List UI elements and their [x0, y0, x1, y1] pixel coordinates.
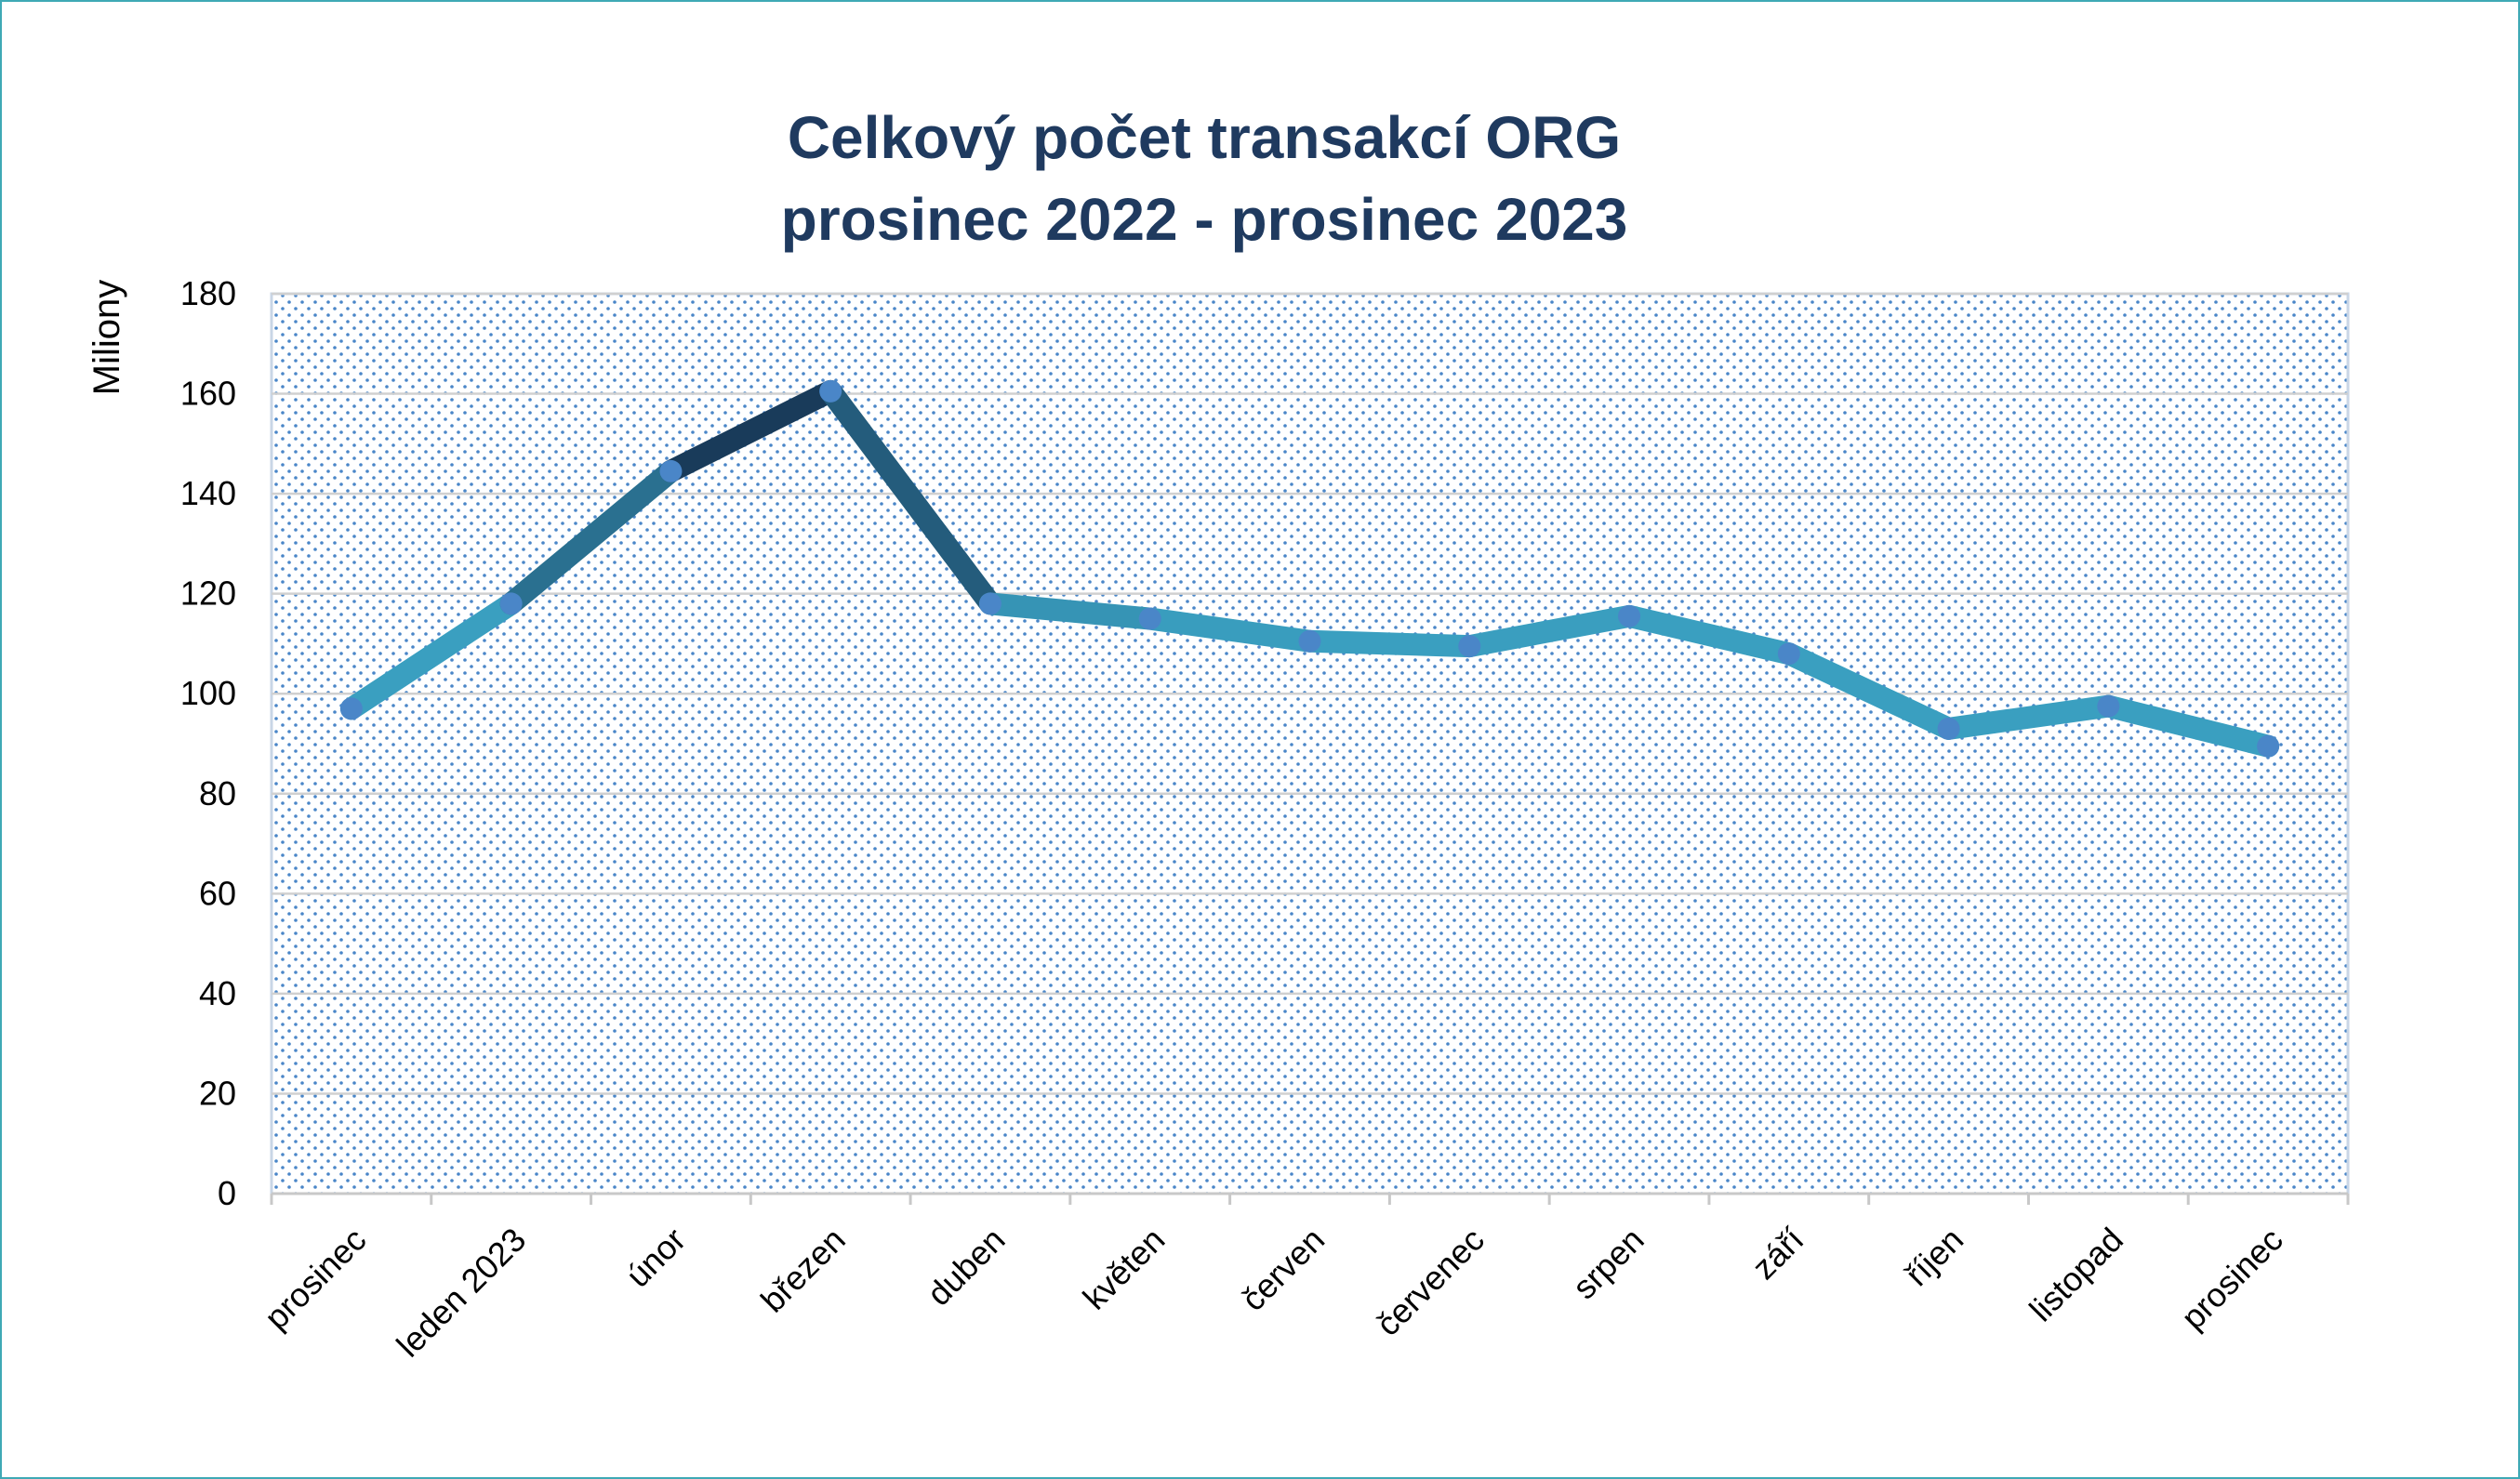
- series-line-segment: [1458, 604, 1641, 658]
- data-point-marker: [819, 379, 842, 403]
- y-tick-label: 20: [199, 1074, 236, 1112]
- x-tick-label: květen: [1075, 1221, 1172, 1317]
- data-point-marker: [1618, 604, 1641, 627]
- data-point-marker: [1298, 629, 1321, 653]
- x-tick-label: březen: [753, 1221, 853, 1320]
- series-line-segment: [1298, 629, 1481, 658]
- chart-title-line1: Celkový počet transakcí ORG: [788, 104, 1621, 171]
- x-tick-label: listopad: [2022, 1221, 2130, 1329]
- y-tick-label: 40: [199, 974, 236, 1012]
- data-point-marker: [1138, 607, 1161, 630]
- y-axis-ticks: 0 20 40 60 80 100 120 140 160 180: [180, 274, 236, 1212]
- x-tick-label: říjen: [1898, 1221, 1971, 1294]
- gridlines: [272, 292, 2348, 1195]
- data-point-marker: [2097, 694, 2120, 718]
- series-line-segment: [499, 459, 683, 615]
- data-point-marker: [1458, 635, 1481, 658]
- y-tick-label: 0: [218, 1174, 236, 1212]
- data-point-marker: [1937, 717, 1960, 740]
- series-line-segment: [1777, 642, 1960, 740]
- series-layer: [339, 379, 2280, 758]
- y-tick-label: 160: [180, 375, 236, 413]
- y-tick-label: 140: [180, 474, 236, 512]
- series-line-segment: [2097, 694, 2280, 758]
- x-tick-label: červenec: [1369, 1221, 1492, 1343]
- series-line-segment: [819, 379, 1001, 615]
- x-tick-label: srpen: [1565, 1221, 1651, 1307]
- series-line-segment: [1138, 607, 1321, 653]
- x-tick-label: leden 2023: [389, 1221, 533, 1365]
- x-tick-label: červen: [1234, 1221, 1332, 1318]
- data-point-marker: [1777, 642, 1800, 666]
- y-tick-label: 60: [199, 874, 236, 912]
- x-tick-label: duben: [920, 1221, 1013, 1314]
- data-point-marker: [339, 697, 363, 720]
- plot-dot-pattern: [270, 292, 2350, 1195]
- y-tick-label: 180: [180, 274, 236, 312]
- data-point-marker: [659, 459, 683, 482]
- data-point-marker: [978, 592, 1001, 615]
- series-line-segment: [659, 379, 842, 482]
- x-tick-label: prosinec: [2174, 1221, 2290, 1337]
- y-tick-label: 100: [180, 674, 236, 712]
- series-line-segment: [1618, 604, 1800, 666]
- data-point-marker: [499, 592, 523, 615]
- x-tick-label: září: [1744, 1221, 1810, 1287]
- x-tick-label: únor: [618, 1221, 693, 1295]
- series-line-segment: [978, 592, 1161, 630]
- series-line-segment: [1937, 694, 2120, 740]
- plot-area: [270, 292, 2350, 1195]
- y-axis-label: Miliony: [86, 280, 127, 395]
- x-tick-label: prosinec: [257, 1221, 373, 1337]
- series-line-segment: [339, 592, 523, 720]
- y-tick-label: 80: [199, 774, 236, 812]
- y-tick-label: 120: [180, 574, 236, 613]
- data-point-marker: [2257, 734, 2280, 758]
- x-axis-ticks: prosinec leden 2023 únor březen duben květen č…: [257, 1192, 2350, 1365]
- chart-title-line2: prosinec 2022 - prosinec 2023: [781, 186, 1628, 253]
